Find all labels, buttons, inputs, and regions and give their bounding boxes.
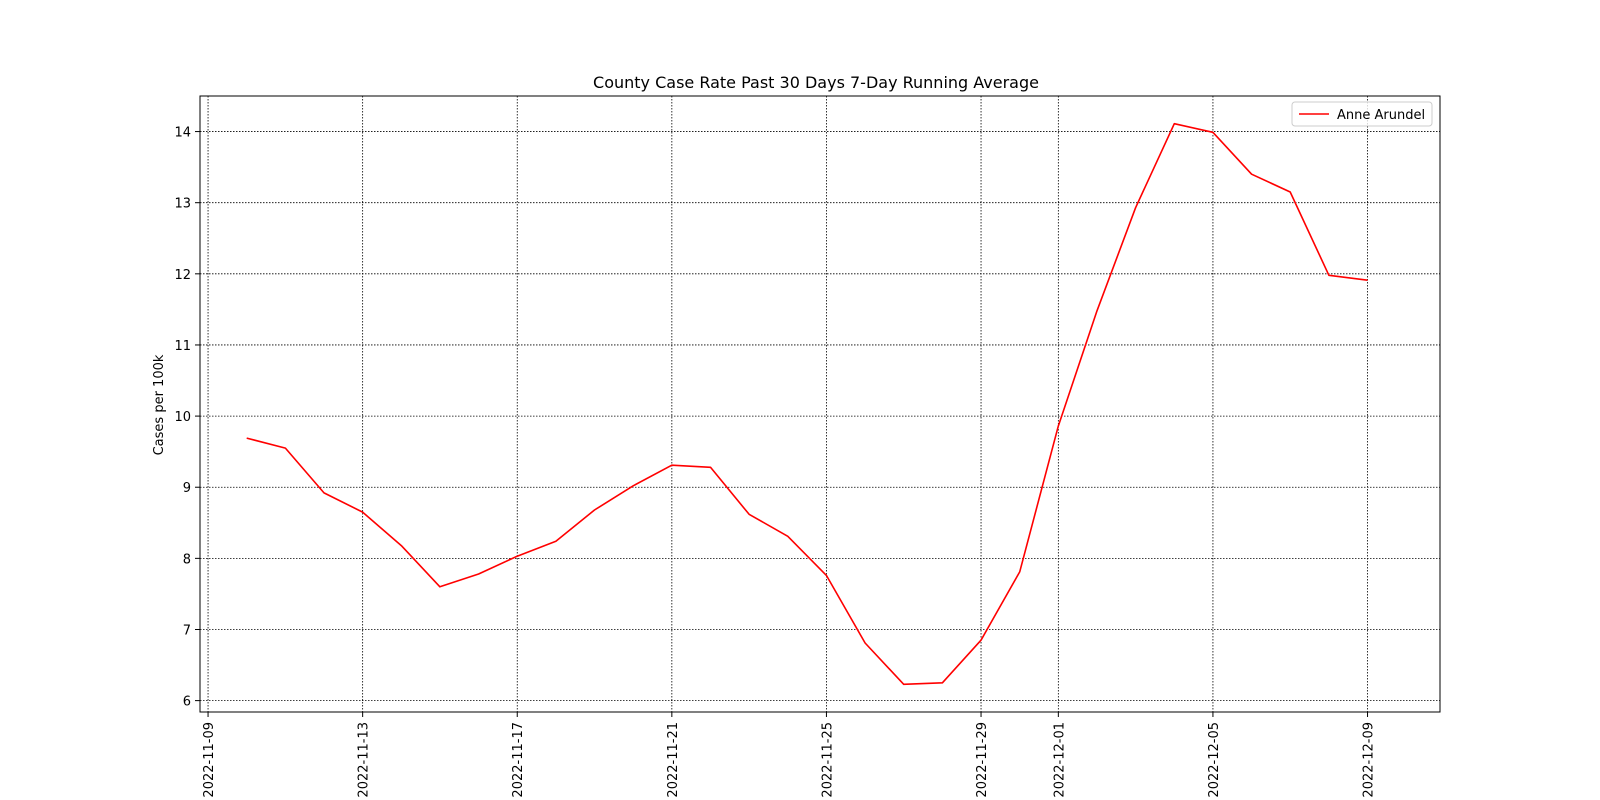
data-point <box>632 484 635 487</box>
data-point <box>400 544 403 547</box>
data-point <box>1289 191 1292 194</box>
y-tick-label: 7 <box>183 623 191 638</box>
grid-lines <box>200 96 1440 712</box>
data-point <box>1250 173 1253 176</box>
data-point <box>709 466 712 469</box>
y-axis-label: Cases per 100k <box>152 354 167 455</box>
y-tick-label: 14 <box>174 126 191 141</box>
y-tick-label: 11 <box>174 339 191 354</box>
data-point <box>1211 131 1214 134</box>
x-tick-label: 2022-11-17 <box>511 722 526 798</box>
x-tick-label: 2022-11-13 <box>357 722 372 798</box>
y-tick-label: 8 <box>183 552 191 567</box>
y-tick-label: 10 <box>174 410 191 425</box>
x-tick-label: 2022-12-05 <box>1207 722 1222 798</box>
y-tick-label: 9 <box>183 481 191 496</box>
data-point <box>516 555 519 558</box>
data-point <box>323 491 326 494</box>
y-axis-ticks: 6 7 8 9 10 11 12 13 14 <box>174 126 200 710</box>
data-point <box>1018 570 1021 573</box>
data-point <box>748 513 751 516</box>
series-line-0 <box>246 122 1368 686</box>
data-point <box>902 683 905 686</box>
series-layer <box>245 122 1369 686</box>
data-point <box>1095 309 1098 312</box>
y-tick-label: 12 <box>174 268 191 283</box>
x-tick-label: 2022-12-01 <box>1052 722 1067 798</box>
legend-box <box>1291 101 1433 127</box>
data-point <box>1327 274 1330 277</box>
legend: Anne Arundel <box>1291 101 1433 127</box>
data-point <box>593 508 596 511</box>
data-point <box>284 447 287 450</box>
legend-label: Anne Arundel <box>1337 108 1425 123</box>
data-point <box>1057 425 1060 428</box>
data-point <box>1366 279 1369 282</box>
x-tick-label: 2022-12-09 <box>1362 722 1377 798</box>
data-point <box>361 511 364 514</box>
x-tick-label: 2022-11-29 <box>975 722 990 798</box>
data-point <box>786 535 789 538</box>
data-point <box>245 437 248 440</box>
y-tick-label: 13 <box>174 197 191 212</box>
x-axis-ticks: 2022-11-09 2022-11-13 2022-11-17 2022-11-21… <box>202 712 1377 798</box>
x-tick-label: 2022-11-09 <box>202 722 217 798</box>
data-point <box>864 642 867 645</box>
x-tick-label: 2022-11-25 <box>820 722 835 798</box>
data-point <box>438 585 441 588</box>
plot-area <box>200 96 1440 712</box>
data-point <box>670 464 673 467</box>
data-point <box>825 574 828 577</box>
data-point <box>941 681 944 684</box>
chart-title: County Case Rate Past 30 Days 7-Day Runn… <box>593 73 1039 92</box>
axes-frame <box>199 95 1441 713</box>
data-point <box>980 639 983 642</box>
data-point <box>554 540 557 543</box>
data-point <box>1134 206 1137 209</box>
y-tick-label: 6 <box>183 695 191 710</box>
x-tick-label: 2022-11-21 <box>666 722 681 798</box>
data-point <box>1173 122 1176 125</box>
data-point <box>477 573 480 576</box>
